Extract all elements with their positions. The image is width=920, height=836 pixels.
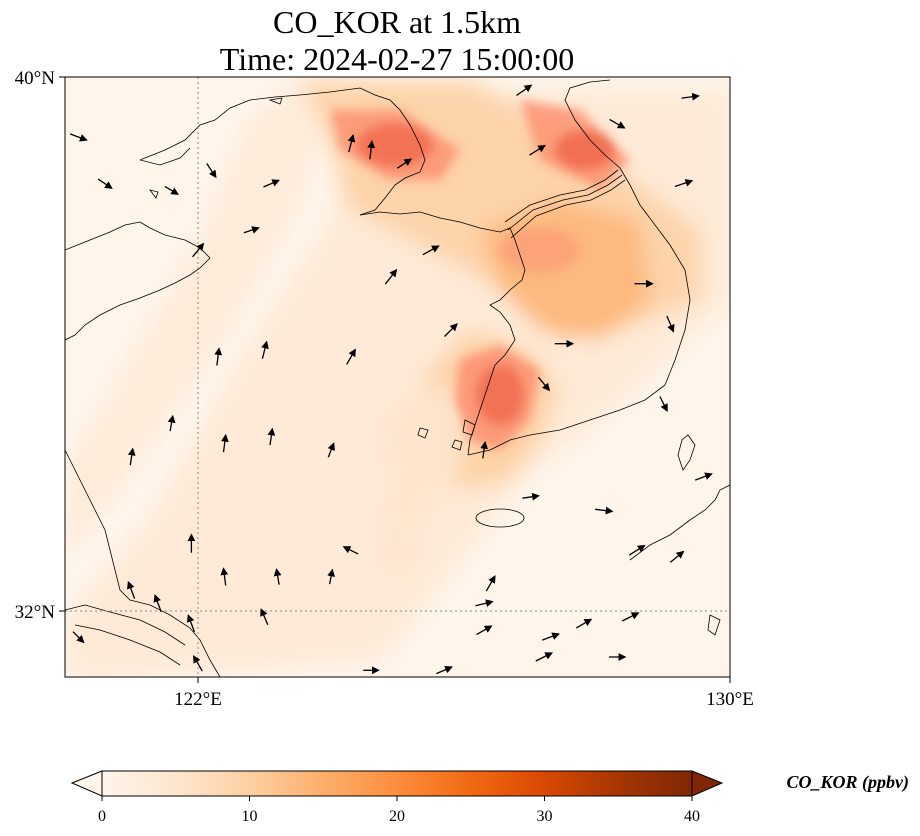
wind-vector-arrow-icon <box>621 612 640 622</box>
colorbar-label: CO_KOR (ppbv) <box>787 772 910 793</box>
wind-vector-arrow-icon <box>516 84 533 97</box>
wind-vector-arrow-icon <box>164 185 180 195</box>
wind-vector-arrow-icon <box>346 348 356 365</box>
wind-vector-arrow-icon <box>422 245 440 256</box>
wind-vector-arrow-icon <box>485 575 496 592</box>
wind-vector-arrow-icon <box>541 632 560 641</box>
wind-vector-arrow-icon <box>342 546 359 555</box>
wind-vector-arrow-icon <box>220 567 229 586</box>
colorbar-tick-0: 0 <box>98 808 106 825</box>
colorbar: 0 10 20 30 40 CO_KOR (ppbv) <box>70 770 910 825</box>
title-line-2: Time: 2024-02-27 15:00:00 <box>220 41 574 77</box>
wind-vector-arrow-icon <box>367 140 376 160</box>
wind-vector-arrow-icon <box>669 550 685 563</box>
wind-vector-arrow-icon <box>327 442 335 458</box>
wind-vector-arrow-icon <box>436 665 453 675</box>
wind-vector-arrow-icon <box>127 580 136 599</box>
title-line-1: CO_KOR at 1.5km <box>273 4 521 40</box>
map-panel <box>65 77 730 677</box>
colorbar-tick-30: 30 <box>537 808 553 825</box>
wind-vector-arrow-icon <box>260 608 269 625</box>
concentration-hotspots <box>330 100 630 450</box>
wind-vector-arrow-icon <box>522 492 540 501</box>
wind-vector-arrow-icon <box>681 92 700 101</box>
wind-vector-arrow-icon <box>263 179 280 188</box>
colorbar-tick-10: 10 <box>242 808 258 825</box>
wind-vector-arrow-icon <box>243 226 260 234</box>
wind-vector-arrow-icon <box>384 268 398 285</box>
wind-vector-arrow-icon <box>69 133 88 142</box>
wind-vector-arrow-icon <box>575 618 593 629</box>
wind-vector-arrow-icon <box>220 433 229 453</box>
wind-vector-arrow-icon <box>666 315 675 333</box>
lon-label-130E: 130°E <box>706 689 754 710</box>
wind-vector-arrow-icon <box>674 179 694 188</box>
wind-vector-arrow-icon <box>480 441 489 459</box>
wind-vector-arrow-icon <box>127 447 136 466</box>
lat-label-40N: 40°N <box>15 68 56 89</box>
wind-vector-arrow-icon <box>193 655 203 672</box>
wind-vector-arrow-icon <box>444 323 458 337</box>
wind-vector-arrow-icon <box>595 506 614 515</box>
lat-label-32N: 32°N <box>15 602 56 623</box>
wind-vector-arrow-icon <box>659 396 668 412</box>
wind-vector-arrow-icon <box>396 158 413 169</box>
colorbar-extend-max <box>691 770 724 797</box>
wind-vector-arrow-icon <box>609 118 626 129</box>
wind-vector-arrow-icon <box>192 242 205 258</box>
wind-vector-arrow-icon <box>327 568 335 585</box>
colorbar-tick-40: 40 <box>684 808 700 825</box>
lon-label-122E: 122°E <box>174 689 222 710</box>
wind-vector-arrow-icon <box>694 472 713 481</box>
wind-vector-arrow-icon <box>529 144 546 156</box>
coastlines <box>65 79 730 677</box>
wind-vector-arrow-icon <box>535 652 553 662</box>
wind-vector-arrow-icon <box>476 625 493 636</box>
wind-vector-arrow-icon <box>97 178 113 189</box>
axis-ticks <box>59 76 731 683</box>
wind-vector-arrow-icon <box>206 163 217 179</box>
colorbar-gradient <box>101 770 693 797</box>
wind-vector-arrow-icon <box>267 427 276 446</box>
map-frame <box>64 76 731 678</box>
wind-vector-arrow-icon <box>273 568 282 585</box>
wind-vector-arrow-icon <box>72 631 85 644</box>
colorbar-tick-20: 20 <box>389 808 405 825</box>
wind-vector-arrow-icon <box>186 614 196 633</box>
wind-vector-arrow-icon <box>347 134 356 153</box>
wind-vector-arrow-icon <box>628 544 646 556</box>
wind-vector-arrow-icon <box>167 414 176 432</box>
gridlines <box>65 77 730 677</box>
wind-vector-arrow-icon <box>214 347 223 366</box>
wind-vectors <box>69 84 713 675</box>
wind-vector-arrow-icon <box>475 599 494 607</box>
colorbar-extend-min <box>70 770 103 797</box>
wind-vector-arrow-icon <box>537 376 551 392</box>
wind-vector-arrow-icon <box>261 340 269 359</box>
wind-vector-arrow-icon <box>153 594 162 613</box>
